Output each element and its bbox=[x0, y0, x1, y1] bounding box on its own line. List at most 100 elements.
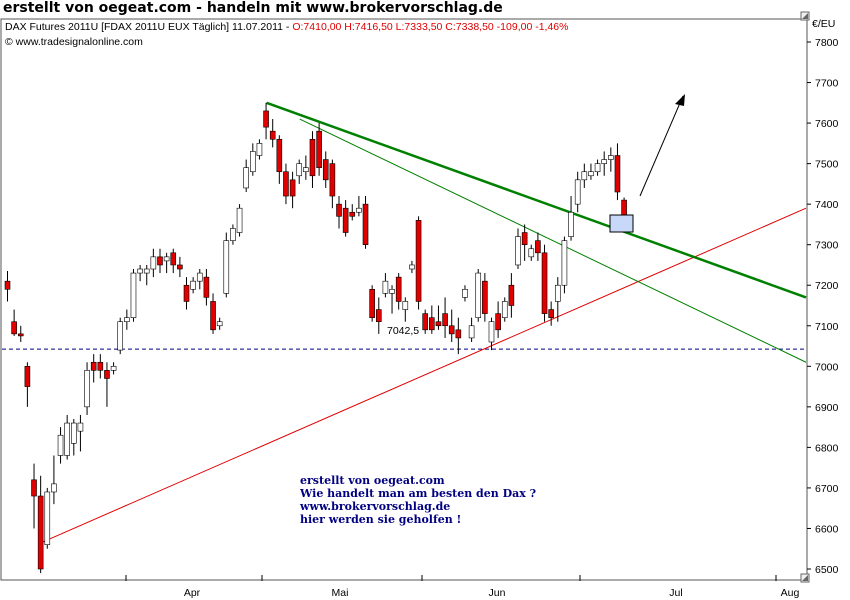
candle-body-up bbox=[501, 301, 508, 318]
candle-body-down bbox=[336, 203, 342, 217]
annotation-line-4: hier werden sie geholfen ! bbox=[300, 513, 461, 526]
candle-body-up bbox=[574, 179, 581, 205]
x-tick-label: Jun bbox=[489, 587, 506, 599]
candle-body-up bbox=[462, 288, 468, 298]
candle-body-down bbox=[37, 495, 44, 570]
candle-body-up bbox=[57, 434, 64, 456]
instrument-name: DAX Futures 2011U [FDAX 2011U EUX Täglic… bbox=[5, 21, 292, 33]
y-tick-label: 6500 bbox=[815, 564, 839, 576]
annotation-line-3: www.brokervorschlag.de bbox=[299, 500, 450, 513]
candle-body-down bbox=[375, 309, 382, 323]
candle-body-up bbox=[137, 268, 143, 274]
candle-body-up bbox=[124, 317, 130, 323]
instrument-header: DAX Futures 2011U [FDAX 2011U EUX Täglic… bbox=[5, 21, 568, 33]
candle-body-down bbox=[349, 211, 356, 217]
scroll-up-icon bbox=[802, 13, 808, 19]
candle-body-down bbox=[210, 301, 216, 331]
scroll-corner-button[interactable] bbox=[800, 573, 810, 583]
candle-body-down bbox=[289, 179, 296, 197]
trendline-support bbox=[40, 207, 807, 544]
candle-body-down bbox=[482, 280, 488, 314]
candle-body-down bbox=[322, 159, 329, 181]
y-tick-label: 6800 bbox=[815, 442, 839, 454]
candle-body-up bbox=[230, 228, 236, 241]
candle-body-up bbox=[243, 167, 249, 189]
candle-body-down bbox=[157, 256, 163, 266]
candle-body-up bbox=[356, 207, 362, 213]
highlight-box bbox=[609, 214, 634, 233]
candle-body-up bbox=[528, 248, 535, 258]
candle-body-down bbox=[90, 361, 97, 371]
candle-body-down bbox=[495, 313, 501, 331]
candle-body-up bbox=[117, 321, 124, 351]
candle-body-down bbox=[177, 264, 183, 270]
y-tick-label: 7500 bbox=[815, 159, 839, 171]
candle-body-up bbox=[488, 321, 495, 343]
candle-body-down bbox=[369, 288, 375, 318]
candle-body-down bbox=[422, 313, 428, 331]
candle-body-up bbox=[64, 422, 70, 456]
candle-body-down bbox=[448, 325, 455, 335]
candle-body-down bbox=[395, 276, 402, 302]
candle-body-up bbox=[44, 491, 51, 545]
candle-body-up bbox=[71, 422, 77, 444]
candle-body-up bbox=[594, 163, 601, 173]
trendline-resistance-main bbox=[266, 101, 807, 299]
currency-label: €/EU bbox=[812, 18, 835, 30]
y-tick-label: 7700 bbox=[815, 78, 839, 90]
y-tick-label: 7000 bbox=[815, 361, 839, 373]
y-tick-label: 7200 bbox=[815, 280, 839, 292]
candle-body-down bbox=[342, 207, 349, 233]
up-arrow-line bbox=[639, 95, 684, 197]
candle-body-up bbox=[223, 240, 230, 294]
x-tick-label: Aug bbox=[781, 587, 800, 599]
candle-body-up bbox=[236, 207, 243, 233]
candle-body-down bbox=[104, 370, 110, 379]
candle-body-down bbox=[548, 309, 554, 318]
candle-body-down bbox=[203, 276, 210, 298]
annotation-note: erstellt von oegeat.com Wie handelt man … bbox=[299, 474, 536, 526]
x-tick-label: Jul bbox=[669, 587, 682, 599]
candle-body-up bbox=[216, 321, 223, 327]
candle-body-up bbox=[409, 264, 415, 270]
candle-body-down bbox=[183, 284, 190, 302]
candle-body-down bbox=[309, 138, 316, 177]
y-tick-label: 6600 bbox=[815, 523, 839, 535]
candle-body-up bbox=[190, 280, 196, 290]
scroll-up-button[interactable] bbox=[800, 11, 810, 21]
candle-body-down bbox=[263, 110, 269, 128]
trendline-resistance-steep bbox=[299, 118, 807, 363]
candle-body-down bbox=[17, 333, 24, 337]
y-tick-label: 7300 bbox=[815, 240, 839, 252]
source-credit: © www.tradesignalonline.com bbox=[5, 36, 143, 48]
x-tick-label: Mai bbox=[332, 587, 349, 599]
candle-body-down bbox=[415, 220, 422, 302]
annotation-line-2: Wie handelt man am besten den Dax ? bbox=[299, 487, 536, 500]
candle-body-up bbox=[303, 167, 309, 173]
candle-body-down bbox=[541, 252, 548, 314]
candle-body-down bbox=[31, 479, 37, 497]
candle-body-down bbox=[4, 280, 11, 290]
candle-body-down bbox=[508, 284, 515, 306]
candle-body-up bbox=[110, 366, 117, 371]
y-tick-label: 7100 bbox=[815, 321, 839, 333]
candle-body-up bbox=[250, 151, 256, 173]
candle-body-down bbox=[614, 155, 621, 193]
candle-body-down bbox=[429, 317, 435, 331]
scroll-down-icon bbox=[802, 575, 808, 581]
candle-body-down bbox=[535, 240, 541, 254]
candle-body-down bbox=[455, 329, 462, 339]
candle-body-up bbox=[608, 155, 614, 160]
candle-body-down bbox=[329, 163, 336, 197]
page-title: erstellt von oegeat.com - handeln mit ww… bbox=[3, 0, 503, 16]
y-tick-label: 7800 bbox=[815, 37, 839, 49]
candle-body-up bbox=[130, 272, 137, 318]
candle-body-up bbox=[475, 272, 482, 318]
candle-body-down bbox=[24, 366, 31, 387]
candle-body-down bbox=[276, 138, 283, 173]
candle-body-down bbox=[170, 252, 177, 266]
candle-body-up bbox=[51, 483, 57, 493]
candle-body-down bbox=[362, 203, 369, 245]
candle-body-up bbox=[196, 272, 203, 282]
candle-body-up bbox=[561, 240, 568, 286]
